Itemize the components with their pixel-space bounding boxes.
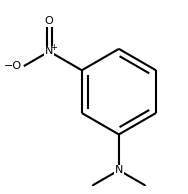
Text: N: N <box>115 165 123 175</box>
Text: −O: −O <box>4 61 22 71</box>
Text: O: O <box>45 16 54 26</box>
Text: +: + <box>50 43 57 52</box>
Text: N: N <box>45 46 53 56</box>
